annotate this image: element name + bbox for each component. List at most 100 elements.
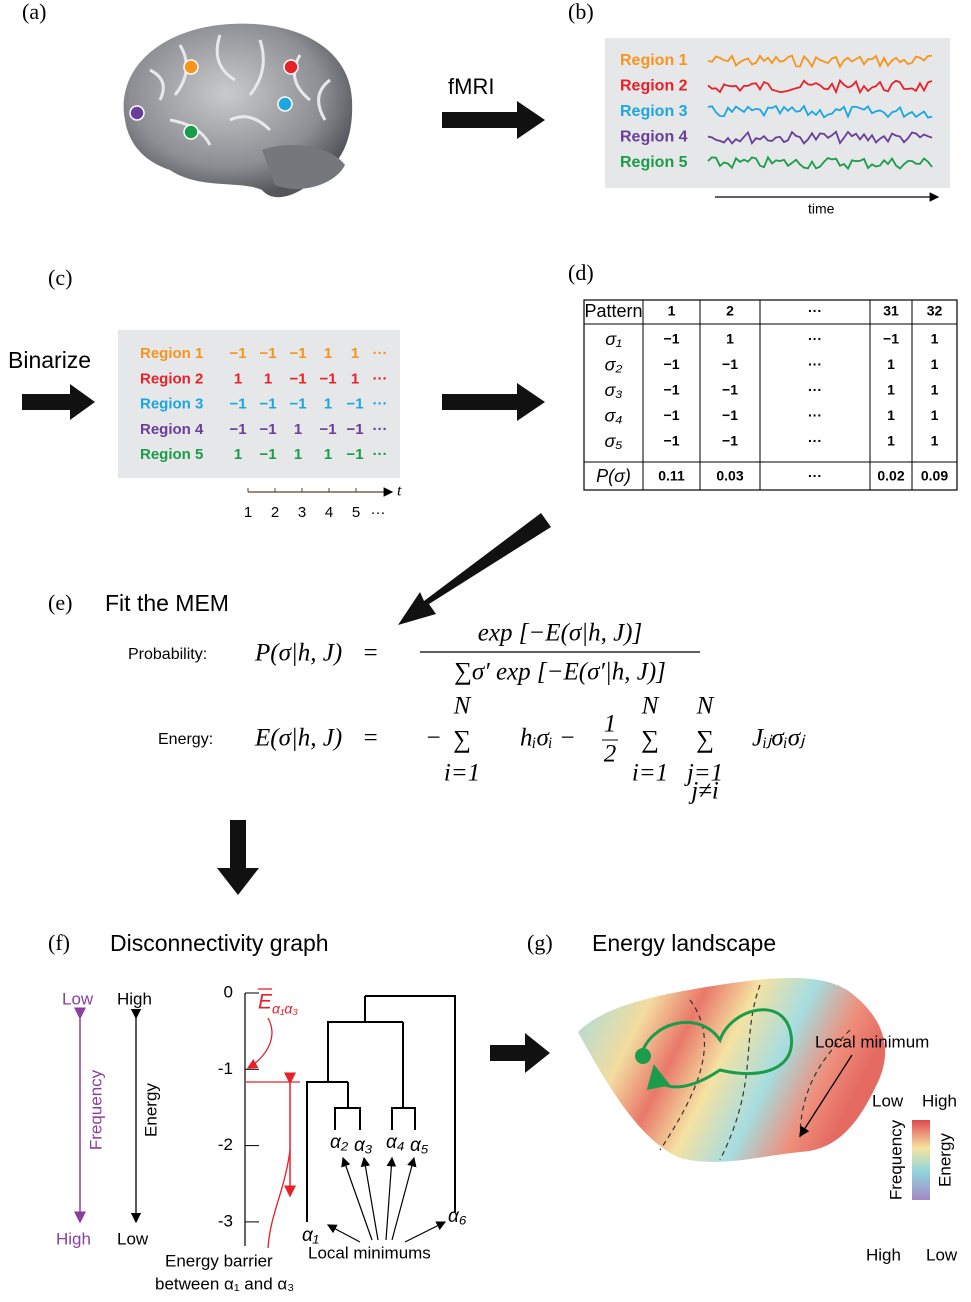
table-cell: 1 xyxy=(887,407,895,423)
region-dot xyxy=(277,96,293,112)
binary-value: −1 xyxy=(319,370,336,387)
axis-title: Frequency xyxy=(886,1119,905,1200)
arrow xyxy=(442,101,545,139)
region-label: Region 5 xyxy=(620,154,688,171)
table-border xyxy=(583,299,958,491)
equation: N xyxy=(453,693,472,720)
axis-label: time xyxy=(808,201,835,217)
annotation: Local minimums xyxy=(308,1243,431,1262)
panel-title: Fit the MEM xyxy=(105,590,229,616)
annotation: Local minimum xyxy=(815,1032,929,1051)
barrier-symbol: E xyxy=(258,991,273,1014)
binary-value: ··· xyxy=(373,370,388,387)
binary-value: ··· xyxy=(373,421,388,438)
table-cell: 0.11 xyxy=(658,468,685,484)
table-cell: Pattern xyxy=(584,301,642,321)
binary-value: −1 xyxy=(229,345,246,362)
tick-label: 5 xyxy=(352,504,360,521)
tick-label: 4 xyxy=(325,504,333,521)
table-cell: 1 xyxy=(887,356,895,372)
binary-value: 1 xyxy=(234,446,242,463)
binary-value: 1 xyxy=(351,345,359,362)
panel-label: (a) xyxy=(22,0,46,24)
region-dot xyxy=(183,124,199,140)
table-cell: σ₂ xyxy=(605,354,623,374)
arrow xyxy=(442,383,545,421)
table-cell: 0.09 xyxy=(921,468,948,484)
table-cell: −1 xyxy=(722,382,738,398)
table-cell: 32 xyxy=(927,303,943,319)
binary-value: 1 xyxy=(324,396,332,413)
minima-arrows xyxy=(326,1156,447,1243)
arrow xyxy=(22,384,95,420)
equation: ∑ xyxy=(641,727,659,754)
region-label: Region 4 xyxy=(140,421,204,438)
binary-value: −1 xyxy=(229,396,246,413)
binary-value: −1 xyxy=(346,446,363,463)
table-cell: −1 xyxy=(722,407,738,423)
region-label: Region 5 xyxy=(140,446,203,463)
equation: ∑σ′ exp [−E(σ′|h, J)] xyxy=(454,659,666,686)
equation: P(σ|h, J) xyxy=(254,640,342,667)
panel-label: (f) xyxy=(48,930,70,955)
panel-label: (c) xyxy=(48,265,72,290)
equation: E(σ|h, J) xyxy=(254,725,342,752)
table-cell: ··· xyxy=(808,407,822,423)
region-label: Region 1 xyxy=(140,345,203,362)
equation: exp [−E(σ|h, J)] xyxy=(478,620,643,647)
table-cell: −1 xyxy=(664,433,680,449)
tick-label: -1 xyxy=(218,1059,233,1078)
axis-end: Low xyxy=(117,1229,149,1248)
equation-label: Probability: xyxy=(128,646,207,663)
tick-label: -3 xyxy=(218,1211,233,1230)
binary-value: −1 xyxy=(289,396,306,413)
minimum-label: α₁ xyxy=(302,1225,319,1246)
binary-value: −1 xyxy=(259,421,276,438)
equation: j≠i xyxy=(688,778,719,805)
tick-label: 3 xyxy=(298,504,306,521)
equation: N xyxy=(696,693,715,720)
signal xyxy=(707,54,933,69)
tick-label: ··· xyxy=(371,504,386,521)
binary-value: 1 xyxy=(294,421,302,438)
binary-value: −1 xyxy=(346,396,363,413)
signal xyxy=(707,78,933,95)
arrow-label: fMRI xyxy=(448,74,494,99)
binary-value: 1 xyxy=(234,370,242,387)
binary-value: −1 xyxy=(346,421,363,438)
binary-box xyxy=(118,330,400,478)
binary-value: −1 xyxy=(289,345,306,362)
binary-value: −1 xyxy=(259,396,276,413)
equation: = xyxy=(362,640,379,667)
panel-label: (g) xyxy=(527,930,553,955)
table-cell: σ₁ xyxy=(605,329,622,349)
binary-value: 1 xyxy=(324,446,332,463)
local-minimum-pointer xyxy=(799,1054,853,1138)
table-cell: 31 xyxy=(883,303,899,319)
binary-value: ··· xyxy=(373,396,388,413)
table-cell: σ₃ xyxy=(605,380,623,400)
minimum-label: α₆ xyxy=(448,1206,467,1227)
table-cell: ··· xyxy=(808,433,822,449)
signal xyxy=(707,130,933,146)
axis-title: Energy xyxy=(141,1083,160,1137)
table-cell: 1 xyxy=(931,382,939,398)
tick-label: 0 xyxy=(224,982,233,1001)
table-cell: −1 xyxy=(722,433,738,449)
axis-label: t xyxy=(397,483,402,500)
equation: − xyxy=(425,725,442,752)
equation-label: Energy: xyxy=(158,731,213,748)
table-cell: −1 xyxy=(722,356,738,372)
arrow xyxy=(398,513,551,625)
table-cell: −1 xyxy=(664,382,680,398)
equation: 2 xyxy=(604,741,617,768)
axis-title: Energy xyxy=(935,1133,954,1187)
axis-end: High xyxy=(866,1245,901,1264)
table-cell: ··· xyxy=(808,382,822,398)
table-cell: 1 xyxy=(931,433,939,449)
region-dot xyxy=(283,59,299,75)
binary-value: −1 xyxy=(259,345,276,362)
panel-label: (e) xyxy=(48,590,72,615)
table-cell: ··· xyxy=(808,303,822,319)
